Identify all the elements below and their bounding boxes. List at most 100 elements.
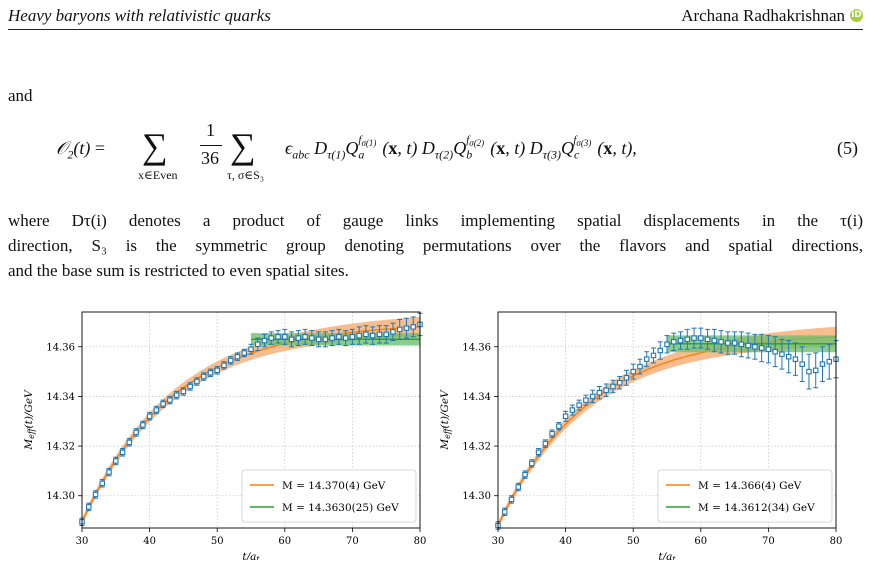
data-point <box>826 358 832 365</box>
x-tick-label: 30 <box>76 536 89 547</box>
paragraph-line-3: and the base sum is restricted to even s… <box>8 261 349 280</box>
legend-label-1: M = 14.366(4) GeV <box>698 480 802 492</box>
sum-symbol-1: ∑ <box>142 126 168 166</box>
plot-frame <box>497 311 837 529</box>
plot-frame <box>81 311 421 529</box>
data-point <box>745 342 751 349</box>
data-point <box>508 496 515 503</box>
data-point <box>637 363 643 370</box>
data-point <box>167 397 173 403</box>
legend-label-2: M = 14.3612(34) GeV <box>698 502 815 514</box>
author-name: Archana Radhakrishnan <box>681 6 845 25</box>
data-point <box>234 353 241 360</box>
data-point <box>522 471 528 478</box>
fraction-denominator: 36 <box>201 148 219 168</box>
data-point <box>383 331 389 338</box>
sum-symbol-2: ∑ <box>230 126 256 166</box>
orcid-icon[interactable]: iD <box>850 9 863 22</box>
y-tick-label: 14.30 <box>462 491 491 502</box>
data-point <box>106 469 112 475</box>
running-header: Heavy baryons with relativistic quarks A… <box>8 6 863 28</box>
data-point <box>704 336 711 343</box>
data-point <box>369 332 376 339</box>
data-point <box>390 329 396 335</box>
equation-number: (5) <box>837 138 858 158</box>
x-tick-label: 40 <box>559 536 572 547</box>
data-point <box>86 504 92 510</box>
data-point <box>549 430 555 437</box>
data-point <box>698 335 704 341</box>
data-point <box>275 334 281 340</box>
x-axis-label: t/at <box>242 551 260 560</box>
equation-lhs: 𝒪2(t) = <box>56 138 105 162</box>
data-point <box>772 348 778 355</box>
data-point <box>140 422 146 428</box>
data-point <box>677 337 684 344</box>
data-point <box>779 351 785 357</box>
data-point <box>583 397 589 403</box>
data-point <box>295 335 302 341</box>
data-point <box>502 509 508 515</box>
x-tick-label: 60 <box>694 536 707 547</box>
data-point <box>569 407 576 413</box>
data-point <box>725 340 731 346</box>
y-axis-label: Meff(t)/GeV <box>23 389 36 451</box>
data-point <box>288 336 295 343</box>
x-tick-label: 80 <box>414 536 427 547</box>
data-point <box>515 484 522 490</box>
y-tick-label: 14.34 <box>462 392 491 403</box>
data-point <box>765 346 772 352</box>
data-point <box>221 362 227 369</box>
legend-label-1: M = 14.370(4) GeV <box>282 480 386 492</box>
data-point <box>396 326 403 333</box>
data-point <box>630 368 636 375</box>
data-point <box>643 356 650 362</box>
data-point <box>187 383 193 390</box>
equation-body: ϵabc Dτ(1)Qafσ(1) (x, t) Dτ(2)Qbfσ(2) (x, … <box>285 134 637 162</box>
data-point <box>738 341 745 348</box>
running-title: Heavy baryons with relativistic quarks <box>8 6 271 25</box>
x-tick-label: 70 <box>762 536 775 547</box>
data-point <box>535 449 542 456</box>
data-point <box>758 345 765 351</box>
data-point <box>322 336 329 343</box>
data-point <box>336 334 342 340</box>
y-tick-label: 14.34 <box>46 392 75 403</box>
data-point <box>799 361 805 367</box>
data-point <box>589 393 596 400</box>
data-point <box>819 361 826 367</box>
data-point <box>610 383 616 390</box>
data-point <box>207 370 214 376</box>
header-rule <box>8 29 863 30</box>
data-point <box>315 336 322 343</box>
data-point <box>342 335 349 341</box>
y-tick-label: 14.32 <box>46 442 75 453</box>
data-point <box>146 413 153 420</box>
text-and: and <box>8 86 33 105</box>
sum-subscript-2: τ, σ∈S₃ <box>227 168 265 182</box>
data-point <box>752 344 758 350</box>
equation-5: 𝒪2(t) = ∑ x∈Even 1 36 ∑ τ, σ∈S₃ ϵabc Dτ(… <box>20 118 860 188</box>
data-point <box>785 353 792 360</box>
data-point <box>623 375 630 381</box>
data-point <box>403 325 410 331</box>
data-point <box>376 331 383 338</box>
data-point <box>596 389 603 396</box>
data-point <box>268 335 275 341</box>
data-point <box>153 407 160 413</box>
data-point <box>664 341 670 348</box>
data-point <box>529 460 535 467</box>
data-point <box>173 392 180 398</box>
data-point <box>731 340 738 346</box>
x-tick-label: 60 <box>278 536 291 547</box>
data-point <box>671 339 677 345</box>
data-point <box>616 380 623 386</box>
data-point <box>160 401 166 407</box>
data-point <box>363 331 369 338</box>
data-point <box>657 347 663 354</box>
y-tick-label: 14.32 <box>462 442 491 453</box>
sum-subscript-1: x∈Even <box>138 168 178 182</box>
data-point <box>650 352 657 359</box>
x-tick-label: 50 <box>211 536 224 547</box>
data-point <box>718 339 724 345</box>
